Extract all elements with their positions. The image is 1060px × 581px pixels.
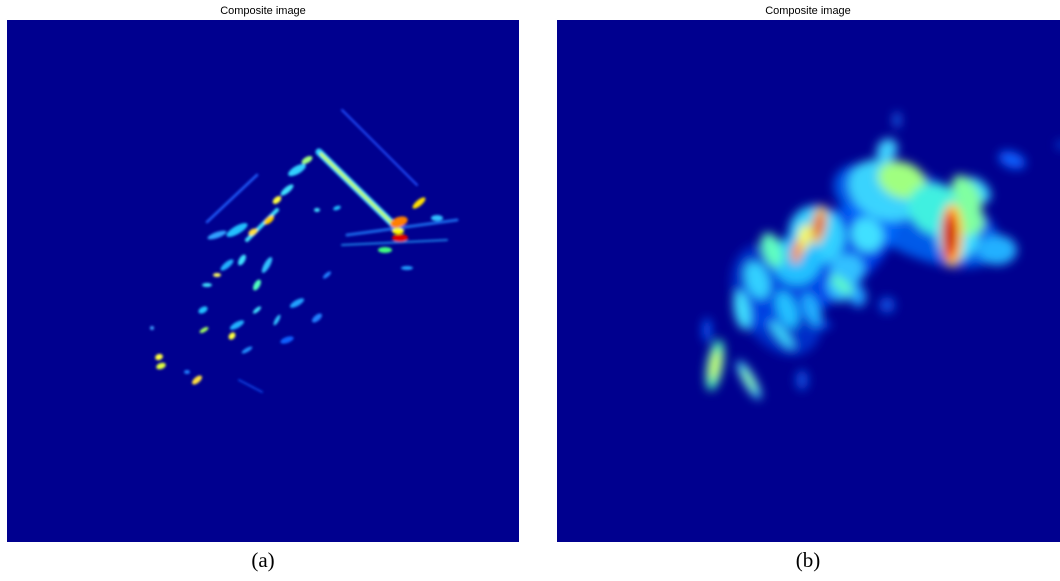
heat-blob xyxy=(392,228,404,234)
heat-blob xyxy=(314,208,320,212)
heat-blob xyxy=(150,326,154,330)
heat-blob xyxy=(378,247,392,253)
heat-blob xyxy=(894,112,900,128)
heat-blob xyxy=(703,318,711,342)
image-background xyxy=(7,20,519,542)
heat-blob xyxy=(945,217,955,253)
heat-blob xyxy=(202,283,212,287)
heat-blob xyxy=(213,273,221,277)
heat-blob xyxy=(392,234,408,242)
figure: Composite image (a) Composite image (b) xyxy=(0,0,1060,581)
panel-title: Composite image xyxy=(220,5,306,17)
heat-blob xyxy=(431,215,443,221)
panel-a: Composite image (a) xyxy=(7,5,519,572)
heat-blob xyxy=(796,370,808,390)
heat-blob xyxy=(401,266,413,270)
panel-caption: (b) xyxy=(796,548,821,572)
panel-b: Composite image (b) xyxy=(557,5,1060,572)
heat-blob xyxy=(819,322,831,328)
heat-blob xyxy=(184,370,190,374)
panel-caption: (a) xyxy=(251,548,274,572)
heat-blob xyxy=(977,235,1017,265)
heat-blob xyxy=(879,297,895,313)
panel-title: Composite image xyxy=(765,5,851,17)
